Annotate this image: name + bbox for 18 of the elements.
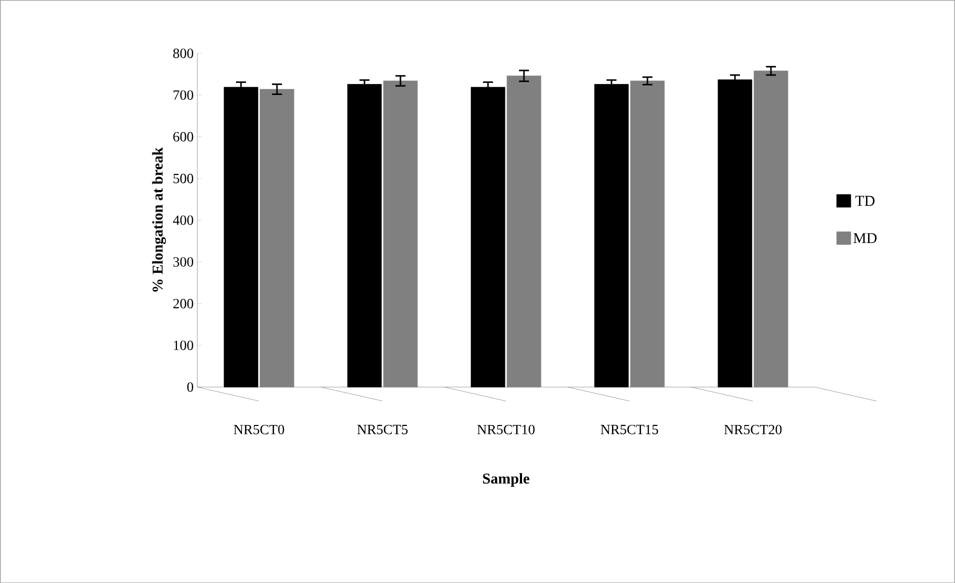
legend-label: MD	[853, 233, 877, 243]
y-tick-label: 700	[174, 90, 194, 100]
y-tick-label: 100	[174, 340, 194, 350]
y-axis-title: % Elongation at break	[152, 147, 166, 292]
x-tick-label: NR5CT10	[477, 424, 535, 434]
x-tick-label: NR5CT15	[600, 424, 658, 434]
y-tick-label: 400	[173, 215, 194, 225]
x-tick-label: NR5CT5	[357, 424, 408, 434]
y-tick-label: 600	[173, 132, 194, 142]
x-axis-title: Sample	[483, 472, 530, 487]
y-tick-label: 500	[174, 174, 194, 184]
legend-label: TD	[855, 196, 875, 206]
y-tick-label: 200	[173, 298, 194, 308]
x-tick-label: NR5CT20	[724, 424, 782, 434]
x-tick-label: NR5CT0	[234, 424, 284, 434]
y-tick-label: 800	[173, 48, 194, 58]
y-tick-label: 0	[187, 382, 194, 392]
y-tick-label: 300	[173, 257, 194, 267]
